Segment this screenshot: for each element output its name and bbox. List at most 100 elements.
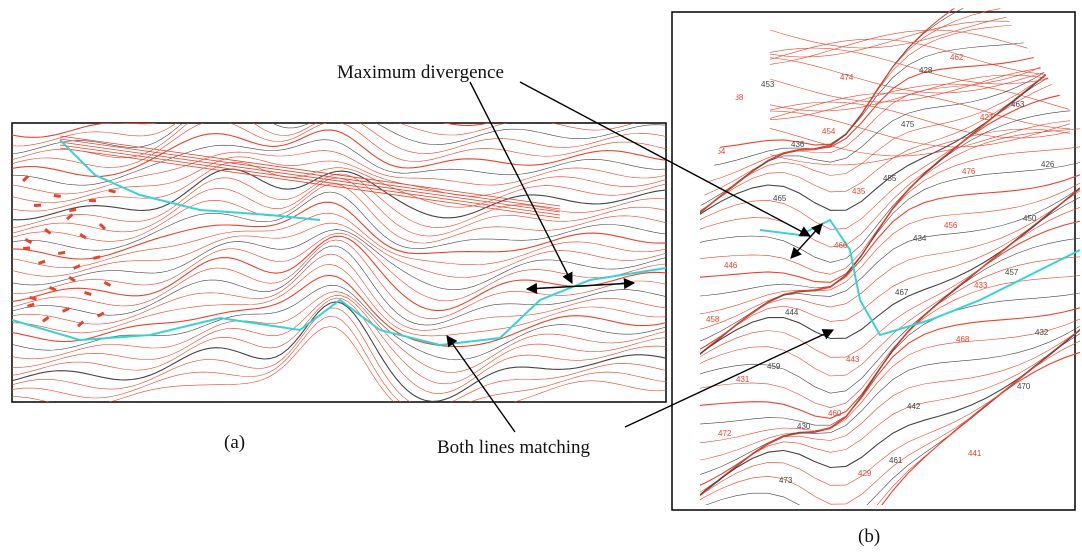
map-label-mark (58, 250, 66, 255)
contour-line (12, 284, 666, 361)
contour-line (12, 326, 666, 402)
contour-line (12, 245, 666, 326)
map-label-mark (38, 259, 46, 265)
contour-value-label: 441 (968, 449, 982, 458)
panel-b-map: 4524534544554564574584594604614624634644… (671, 8, 1080, 511)
contour-line (700, 47, 1080, 221)
contour-value-label: 465 (773, 194, 787, 203)
contour-line (700, 330, 1080, 504)
contour-line (700, 351, 1080, 505)
contour-line (700, 340, 1080, 505)
divergence-span-a (525, 277, 636, 295)
contour-line (700, 188, 1080, 363)
contour-value-label: 442 (907, 402, 921, 411)
contour-line (12, 239, 666, 320)
contour-line (12, 229, 666, 291)
contour-value-label: 455 (883, 174, 897, 183)
contour-value-label: 444 (785, 308, 799, 317)
contour-line (769, 38, 1071, 76)
map-label-mark (48, 285, 57, 292)
contour-band (59, 138, 561, 210)
map-label-mark (76, 320, 85, 328)
contour-line (12, 301, 666, 402)
map-label-mark (44, 228, 52, 235)
contour-line (700, 196, 1080, 394)
contour-line (12, 291, 666, 373)
contour-value-label: 468 (956, 335, 970, 344)
map-label-mark (98, 222, 107, 231)
contour-value-label: 462 (950, 53, 964, 62)
contour-line (12, 222, 666, 278)
contour-value-label: 457 (1005, 268, 1019, 277)
contour-line (12, 233, 666, 302)
contour-line (12, 150, 666, 195)
contour-line (12, 253, 666, 331)
contour-line (700, 329, 1080, 505)
contour-line (700, 188, 1080, 362)
contour-line (769, 101, 1071, 139)
panel-a-map (11, 122, 667, 403)
contour-value-label: 428 (919, 66, 933, 75)
contour-line (12, 173, 666, 229)
contour-line (12, 201, 666, 260)
contour-value-label: 453 (761, 80, 775, 89)
contour-value-label: 435 (852, 187, 866, 196)
contour-line (12, 168, 666, 221)
contour-line (700, 91, 1080, 283)
panel-a-label: (a) (224, 432, 246, 453)
map-label-mark (26, 302, 35, 308)
contour-value-label: 443 (846, 355, 860, 364)
map-label-mark (79, 233, 87, 240)
contour-value-label: 472 (718, 429, 732, 438)
contour-value-label: 474 (840, 73, 854, 82)
contour-value-label: 475 (901, 120, 915, 129)
contour-line (12, 123, 666, 168)
contour-value-label: 429 (858, 469, 872, 478)
map-label-mark (69, 208, 77, 212)
contour-line (769, 65, 1071, 103)
panel-a-frame (11, 122, 667, 403)
annotation-arrows (446, 81, 835, 433)
map-label-mark (68, 276, 76, 283)
contour-value-label: 431 (736, 375, 750, 384)
contour-band (59, 141, 561, 213)
contour-value-label: 463 (1011, 100, 1025, 109)
contour-value-label: 476 (962, 167, 976, 176)
contour-value-label: 434 (913, 234, 927, 243)
arrow-divergence-to-a (469, 81, 573, 284)
map-label-mark (96, 311, 105, 318)
contour-line (12, 212, 666, 269)
max-divergence-label: Maximum divergence (337, 62, 504, 83)
contour-line (12, 191, 666, 251)
contour-band (59, 144, 561, 216)
map-label-mark (53, 194, 61, 198)
contour-line (700, 62, 1080, 263)
contour-line (12, 123, 666, 160)
contour-value-label: 438 (730, 93, 744, 102)
contour-line (700, 329, 1080, 504)
drainage-line (12, 267, 666, 347)
contour-value-label: 460 (828, 409, 842, 418)
contour-line (769, 47, 1071, 85)
contour-line (12, 123, 636, 147)
contour-band (59, 135, 561, 207)
contour-value-label: 470 (1017, 382, 1031, 391)
contour-line (12, 307, 666, 402)
contour-line (700, 47, 1080, 222)
contour-line (700, 329, 1080, 505)
contour-line (12, 161, 666, 212)
contour-value-label: 459 (767, 362, 781, 371)
contour-value-label: 458 (706, 315, 720, 324)
contour-line (700, 53, 1080, 248)
contour-line (700, 325, 1080, 503)
contour-value-label: 446 (724, 261, 738, 270)
contour-line (700, 207, 1080, 409)
arrow-matching-to-b (624, 329, 835, 428)
map-label-mark (61, 307, 70, 313)
contour-line (12, 294, 666, 385)
map-label-mark (22, 246, 31, 250)
contour-value-label: 427 (980, 113, 994, 122)
contour-line (769, 29, 1071, 65)
contour-line (700, 8, 1080, 187)
